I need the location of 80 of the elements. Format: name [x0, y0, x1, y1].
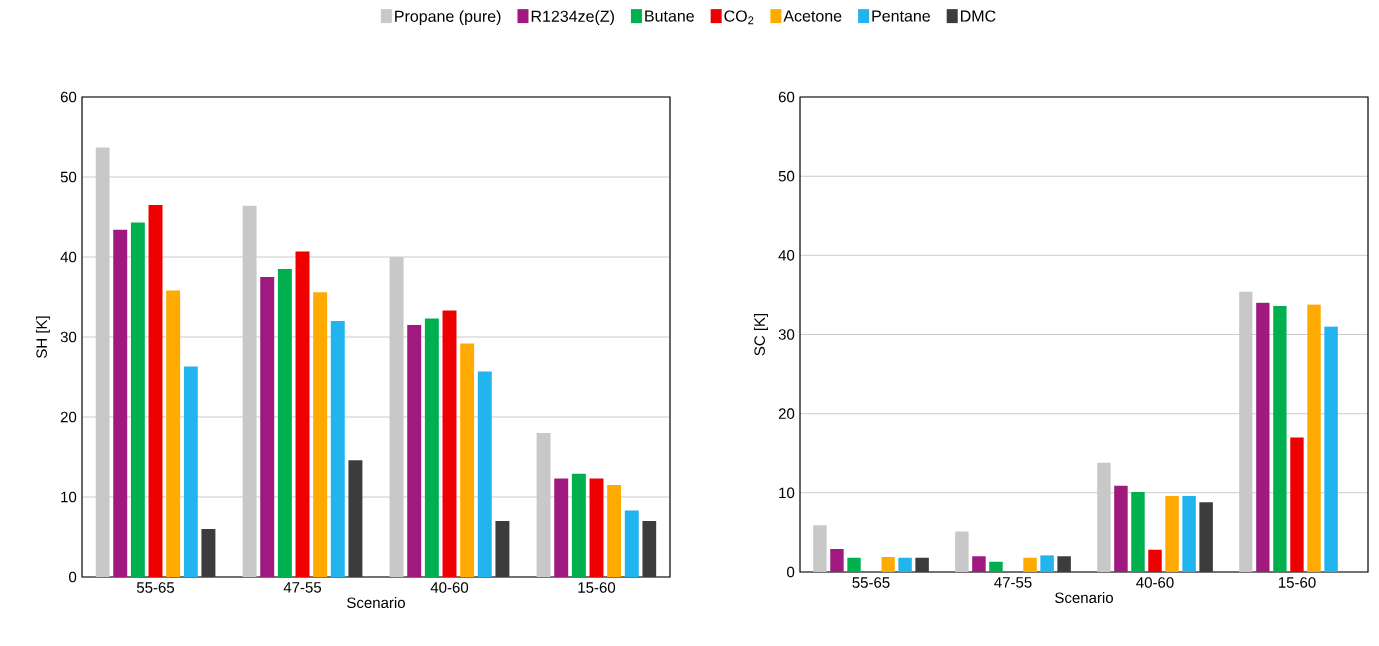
legend-label: CO$_{2}$: [724, 10, 754, 25]
bar: [1131, 492, 1145, 572]
bar: [1256, 302, 1270, 572]
legend-label: Acetone: [783, 10, 842, 22]
y-tick-label: 40: [60, 251, 77, 263]
bar: [1182, 496, 1196, 572]
bar: [1040, 555, 1054, 572]
bar: [589, 478, 604, 577]
x-tick-label: 15-60: [1278, 577, 1316, 588]
y-tick-label: 30: [60, 331, 77, 343]
y-tick-label: 0: [787, 566, 795, 578]
bar: [915, 557, 929, 572]
x-axis-title: Scenario: [347, 597, 405, 609]
bar: [295, 251, 310, 577]
bar: [183, 366, 198, 577]
bar: [424, 318, 439, 577]
bar: [607, 485, 622, 577]
x-tick-label: 47-55: [283, 582, 322, 593]
bar: [1307, 304, 1321, 572]
bar: [571, 473, 586, 577]
bar: [813, 525, 827, 572]
y-tick-label: 50: [778, 170, 795, 182]
y-tick-label: 30: [778, 329, 795, 340]
x-tick-label: 40-60: [1136, 577, 1174, 588]
bar: [624, 510, 639, 577]
legend-label: Pentane: [872, 10, 930, 22]
y-tick-label: 60: [60, 91, 77, 103]
bar: [442, 310, 457, 577]
bar: [898, 557, 912, 572]
bar: [989, 561, 1003, 572]
bar: [1148, 549, 1162, 572]
bar: [642, 521, 657, 577]
bar: [330, 321, 345, 577]
bar: [407, 325, 422, 577]
bar: [1165, 496, 1179, 572]
bar: [1290, 437, 1304, 572]
bar: [1114, 485, 1128, 572]
legend-label: DMC: [961, 10, 996, 22]
bar: [972, 556, 986, 572]
x-tick-label: 15-60: [578, 582, 616, 593]
legend-label: Butane: [645, 10, 694, 22]
bar: [955, 531, 969, 572]
x-tick-label: 40-60: [430, 582, 469, 593]
bar: [166, 290, 181, 577]
bar: [348, 460, 363, 577]
bar: [260, 277, 275, 577]
y-tick-label: 50: [60, 171, 77, 183]
bar: [148, 205, 163, 577]
x-tick-label: 55-65: [136, 582, 175, 593]
bar: [830, 549, 844, 572]
bar: [1199, 502, 1213, 572]
x-tick-label: 55-65: [852, 577, 890, 588]
y-tick-label: 60: [778, 91, 795, 103]
y-tick-label: 40: [778, 250, 795, 261]
bar: [847, 557, 861, 572]
bar: [201, 529, 216, 577]
y-axis-title: SC [K]: [753, 313, 768, 356]
x-axis-title: Scenario: [1055, 592, 1113, 604]
legend-label: R1234ze(Z): [531, 10, 614, 26]
y-axis-title: SH [K]: [35, 316, 50, 358]
bar: [1023, 557, 1037, 572]
bar: [1057, 556, 1071, 572]
bar: [130, 222, 145, 577]
y-tick-label: 10: [61, 491, 77, 503]
bar: [1324, 326, 1338, 572]
bar: [495, 521, 510, 577]
bar: [1273, 306, 1287, 572]
bar: [460, 343, 475, 577]
bar: [881, 556, 895, 572]
y-tick-label: 20: [778, 408, 795, 419]
legend-label: Propane (pure): [395, 10, 501, 26]
bar: [477, 371, 492, 577]
x-tick-label: 47-55: [994, 577, 1032, 588]
bar: [277, 269, 292, 577]
bar: [113, 229, 128, 577]
y-tick-label: 10: [779, 487, 795, 499]
bar: [313, 292, 328, 577]
y-tick-label: 20: [60, 411, 77, 423]
y-tick-label: 0: [69, 571, 77, 583]
bar: [554, 478, 569, 577]
